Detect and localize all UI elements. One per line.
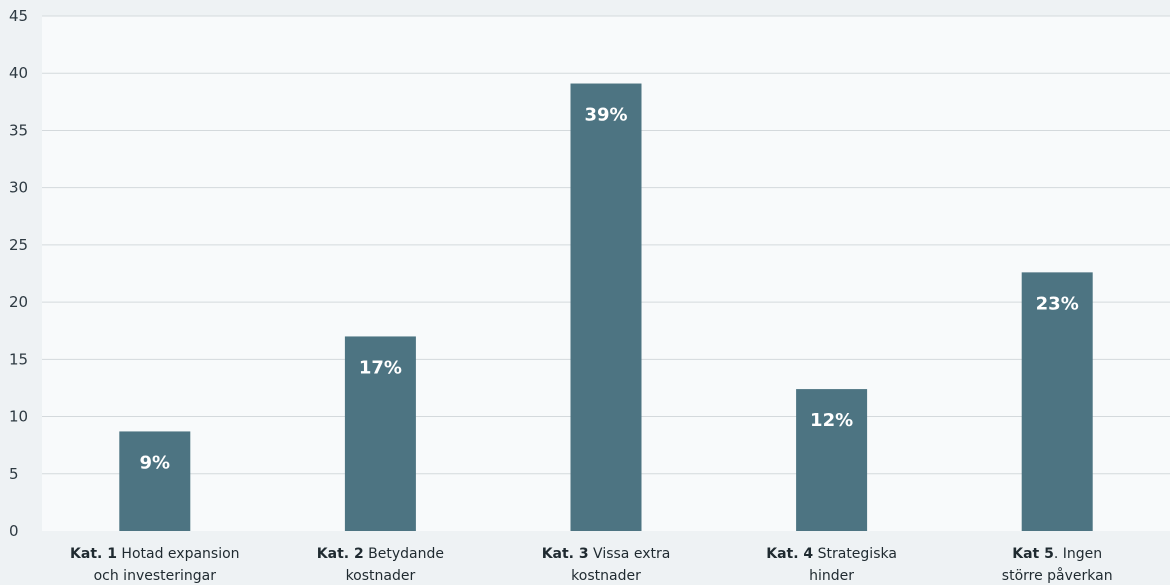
bar-5	[1021, 272, 1093, 531]
x-category-bold-3: Kat. 3	[542, 546, 589, 562]
y-tick-label-15: 15	[9, 350, 28, 368]
y-tick-label-0: 0	[9, 522, 19, 540]
x-category-text-3: Vissa extra	[589, 546, 671, 562]
bar-2	[344, 336, 416, 531]
bar-1	[119, 431, 191, 531]
x-category-bold-4: Kat. 4	[766, 546, 813, 562]
x-category-text-2: Betydande	[364, 546, 444, 562]
x-category-bold-2: Kat. 2	[317, 546, 364, 562]
x-category-label-3: Kat. 3 Vissa extra kostnader	[542, 546, 671, 584]
x-category-bold-1: Kat. 1	[70, 546, 117, 562]
x-category-label-4: Kat. 4 Strategiska hinder	[766, 546, 897, 584]
y-tick-label-30: 30	[9, 179, 28, 197]
y-tick-label-35: 35	[9, 121, 28, 139]
data-label-5: 23%	[1036, 293, 1079, 314]
x-category-label-2: Kat. 2 Betydande kostnader	[317, 546, 444, 584]
x-category-text-5: . Ingen	[1054, 546, 1102, 562]
y-tick-label-10: 10	[9, 408, 28, 426]
x-category-label-5: Kat 5. Ingen större påverkan	[1002, 546, 1113, 584]
data-label-1: 9%	[140, 452, 171, 473]
x-category-line2-3: kostnader	[571, 568, 641, 584]
x-category-line2-1: och investeringar	[94, 568, 217, 584]
x-category-bold-5: Kat 5	[1012, 546, 1054, 562]
x-category-line2-5: större påverkan	[1002, 567, 1113, 584]
data-label-3: 39%	[584, 105, 627, 126]
y-tick-label-40: 40	[9, 64, 28, 82]
data-label-2: 17%	[359, 357, 402, 378]
y-tick-label-45: 45	[9, 7, 28, 25]
y-tick-label-5: 5	[9, 465, 19, 483]
x-category-text-4: Strategiska	[813, 546, 897, 562]
x-category-label-1: Kat. 1 Hotad expansion och investeringar	[70, 546, 239, 584]
bar-3	[570, 83, 642, 532]
y-tick-label-20: 20	[9, 293, 28, 311]
y-tick-label-25: 25	[9, 236, 28, 254]
x-category-line2-2: kostnader	[346, 568, 416, 584]
x-category-text-1: Hotad expansion	[117, 546, 240, 562]
bar-4	[796, 389, 868, 531]
x-category-line2-4: hinder	[809, 568, 854, 584]
data-label-4: 12%	[810, 410, 853, 431]
